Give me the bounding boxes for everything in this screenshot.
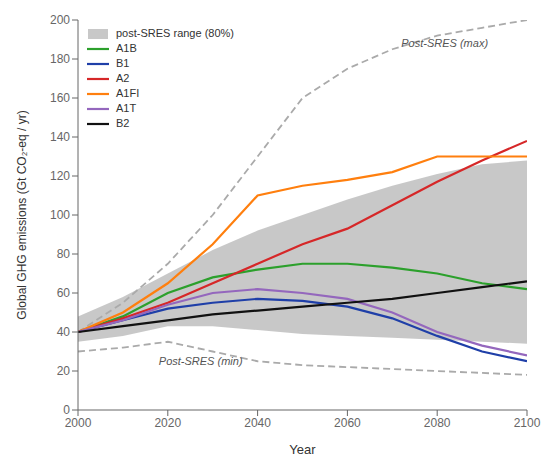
html-text:B2: B2 [116, 117, 130, 129]
svg-text:Post-SRES (max): Post-SRES (max) [401, 37, 488, 49]
svg-text:80: 80 [57, 247, 71, 261]
svg-text:2000: 2000 [65, 416, 92, 430]
html-text:A1T: A1T [116, 102, 137, 114]
svg-text:Post-SRES (min): Post-SRES (min) [159, 355, 243, 367]
svg-text:120: 120 [50, 169, 70, 183]
svg-text:60: 60 [57, 286, 71, 300]
svg-text:0: 0 [63, 403, 70, 417]
html-text:A1FI: A1FI [116, 87, 140, 99]
svg-text:160: 160 [50, 91, 70, 105]
svg-text:40: 40 [57, 325, 71, 339]
svg-text:140: 140 [50, 130, 70, 144]
svg-text:200: 200 [50, 13, 70, 27]
html-text:post-SRES range (80%): post-SRES range (80%) [116, 27, 234, 39]
svg-text:2100: 2100 [514, 416, 541, 430]
svg-text:Global GHG emissions (Gt CO₂-e: Global GHG emissions (Gt CO₂-eq / yr) [15, 110, 29, 319]
svg-text:100: 100 [50, 208, 70, 222]
svg-text:180: 180 [50, 52, 70, 66]
svg-text:20: 20 [57, 364, 71, 378]
html-text:B1: B1 [116, 57, 130, 69]
svg-text:Year: Year [289, 442, 316, 457]
svg-text:2080: 2080 [424, 416, 451, 430]
svg-text:2020: 2020 [154, 416, 181, 430]
svg-text:2060: 2060 [334, 416, 361, 430]
html-text:A2: A2 [116, 72, 130, 84]
html-text:A1B: A1B [116, 42, 137, 54]
svg-text:2040: 2040 [244, 416, 271, 430]
